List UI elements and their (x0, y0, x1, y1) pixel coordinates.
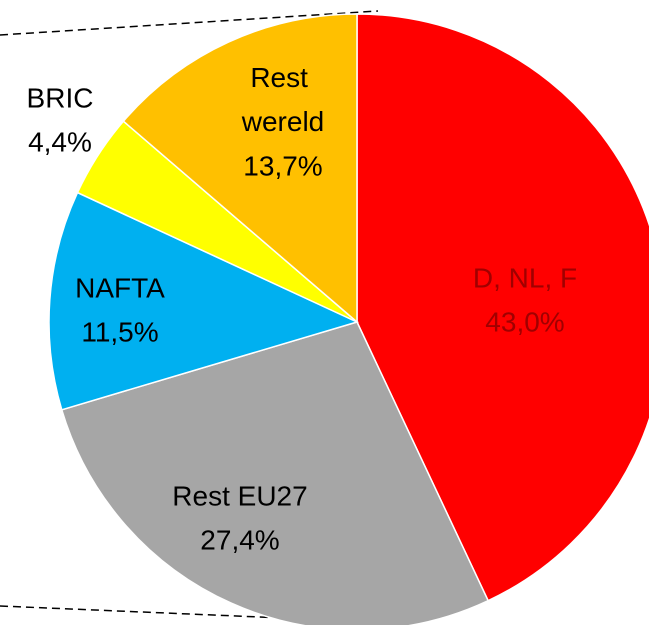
slice-label: NAFTA (75, 272, 165, 303)
slice-label: D, NL, F (473, 262, 577, 293)
value-label: 43,0% (485, 306, 564, 337)
slice-label: Rest wereld (241, 62, 324, 137)
pie-slice (122, 13, 358, 324)
pie-slice (48, 191, 360, 411)
pie-slice (356, 13, 649, 602)
slice-label: Rest EU27 (172, 480, 307, 511)
slice-label: BRIC (27, 82, 94, 113)
connector-line (0, 10, 379, 36)
value-label: 11,5% (81, 316, 158, 347)
value-label: 13,7% (243, 150, 322, 181)
pie-slice (60, 321, 490, 625)
value-label: 27,4% (200, 524, 279, 555)
value-label: 4,4% (28, 126, 92, 157)
